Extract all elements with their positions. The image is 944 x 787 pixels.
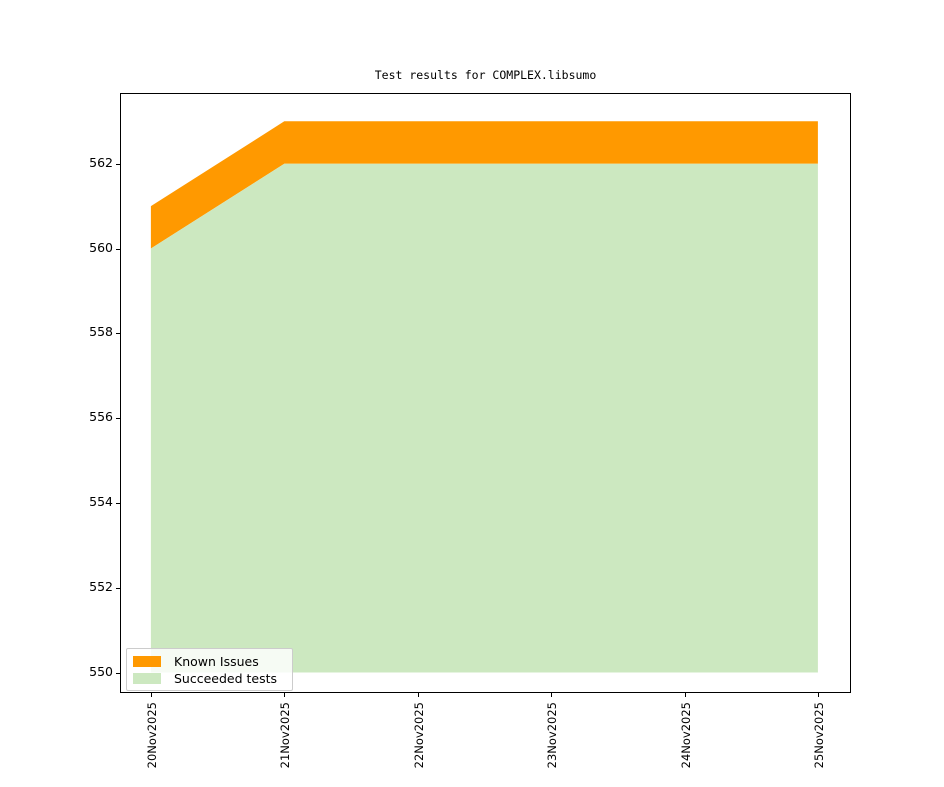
y-tick-mark [116,333,120,335]
chart-legend[interactable]: Known Issues Succeeded tests [126,648,293,691]
area-known-issues [150,121,818,249]
x-tick-label-text: 20Nov2025 [145,702,159,769]
x-tick-mark [151,693,152,697]
y-tick-label-text: 556 [89,409,113,425]
x-tick-label: 25Nov2025 [812,702,828,782]
x-tick-label: 23Nov2025 [545,702,561,782]
y-tick-label: 554 [60,496,113,509]
y-tick-mark [116,672,120,674]
y-tick-label: 562 [60,154,113,170]
y-tick-label-text: 552 [89,578,113,594]
plot-area [120,93,851,693]
legend-label-known-issues: Known Issues [174,654,259,669]
y-tick-label: 550 [60,663,113,679]
y-tick-label: 556 [60,411,113,424]
legend-swatch-succeeded-tests [133,673,161,684]
y-tick-label-text: 554 [89,494,113,510]
y-tick-mark [116,248,120,250]
x-tick-label: 24Nov2025 [679,702,695,782]
legend-label-succeeded-tests: Succeeded tests [174,671,278,686]
legend-swatch-known-issues [133,656,161,667]
x-tick-label: 21Nov2025 [278,702,294,782]
y-tick-mark [116,418,120,420]
x-tick-label-text: 21Nov2025 [278,702,293,769]
x-tick-mark [551,693,553,697]
x-tick-mark [818,693,819,697]
y-tick-label: 552 [60,578,113,594]
y-tick-label-text: 562 [89,154,113,170]
y-tick-label: 558 [60,326,113,339]
y-tick-mark [116,163,120,165]
y-tick-mark [116,503,120,505]
y-tick-label-text: 558 [89,324,113,340]
x-tick-label-text: 25Nov2025 [812,702,826,769]
y-tick-mark [116,587,120,589]
x-tick-mark [684,693,686,697]
stacked-area-svg [150,121,818,673]
y-tick-label-text: 560 [89,239,113,255]
x-tick-label: 20Nov2025 [145,702,161,782]
x-tick-label-text: 24Nov2025 [678,702,693,769]
x-tick-mark [284,693,286,697]
y-tick-label: 560 [60,239,113,255]
legend-item-succeeded-tests[interactable]: Succeeded tests [133,670,286,687]
x-tick-label-text: 22Nov2025 [411,702,426,769]
legend-item-known-issues[interactable]: Known Issues [133,653,286,670]
x-tick-label-text: 23Nov2025 [545,702,560,769]
chart-title: Test results for COMPLEX.libsumo [374,68,597,82]
area-succeeded-tests [150,163,818,673]
x-tick-label: 22Nov2025 [412,702,428,782]
x-tick-mark [417,693,419,697]
y-tick-label-text: 550 [89,663,113,679]
